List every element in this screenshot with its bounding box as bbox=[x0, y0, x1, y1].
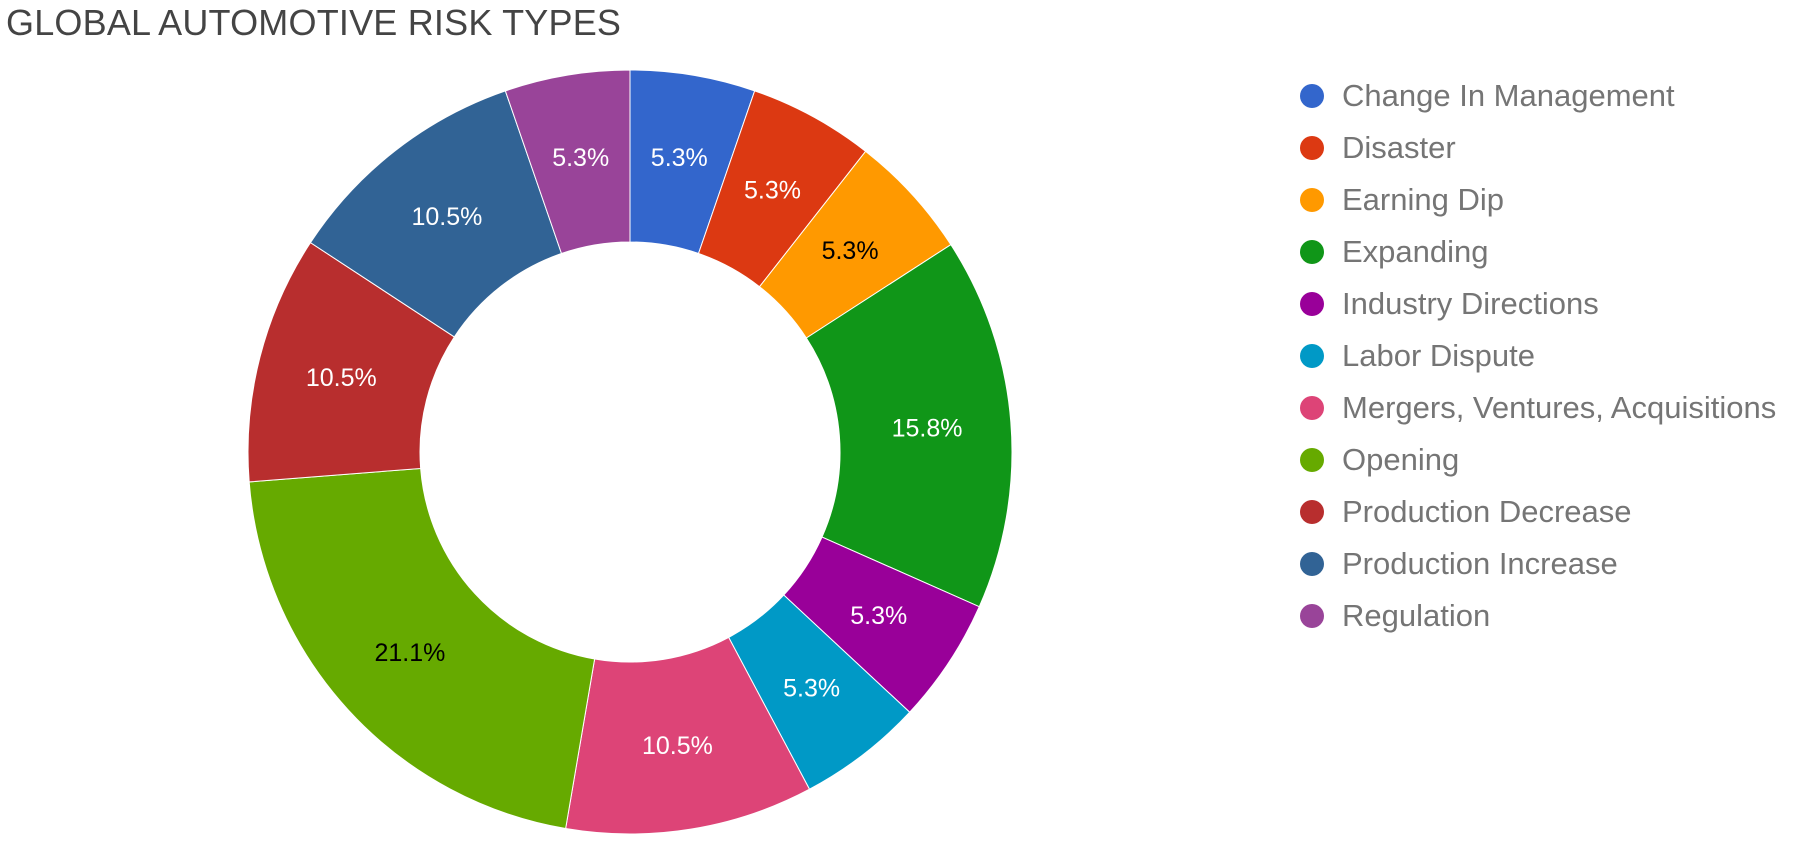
legend-item-5[interactable]: Labor Dispute bbox=[1300, 330, 1776, 382]
legend-item-9[interactable]: Production Increase bbox=[1300, 538, 1776, 590]
legend-item-4[interactable]: Industry Directions bbox=[1300, 278, 1776, 330]
legend-label: Production Decrease bbox=[1342, 494, 1632, 529]
slice-7[interactable] bbox=[248, 467, 596, 830]
legend-swatch bbox=[1300, 344, 1324, 368]
slice-label-6: 10.5% bbox=[642, 732, 713, 760]
legend-label: Labor Dispute bbox=[1342, 338, 1536, 373]
legend-label: Opening bbox=[1342, 442, 1460, 477]
legend-item-10[interactable]: Regulation bbox=[1300, 590, 1776, 642]
slice-label-0: 5.3% bbox=[651, 144, 708, 172]
legend-swatch bbox=[1300, 136, 1324, 160]
legend-item-3[interactable]: Expanding bbox=[1300, 226, 1776, 278]
legend-label: Expanding bbox=[1342, 234, 1489, 269]
slice-label-8: 10.5% bbox=[306, 364, 377, 392]
slice-label-2: 5.3% bbox=[822, 237, 879, 265]
legend-swatch bbox=[1300, 292, 1324, 316]
legend-label: Production Increase bbox=[1342, 546, 1618, 581]
legend-item-8[interactable]: Production Decrease bbox=[1300, 486, 1776, 538]
legend-item-1[interactable]: Disaster bbox=[1300, 122, 1776, 174]
slice-label-1: 5.3% bbox=[744, 176, 801, 204]
legend-swatch bbox=[1300, 84, 1324, 108]
legend-swatch bbox=[1300, 500, 1324, 524]
slice-label-5: 5.3% bbox=[783, 674, 840, 702]
legend-swatch bbox=[1300, 240, 1324, 264]
chart-title: GLOBAL AUTOMOTIVE RISK TYPES bbox=[6, 2, 622, 43]
legend-label: Mergers, Ventures, Acquisitions bbox=[1342, 390, 1777, 425]
slice-label-4: 5.3% bbox=[850, 602, 907, 630]
legend-label: Regulation bbox=[1342, 598, 1491, 633]
slice-label-10: 5.3% bbox=[552, 144, 609, 172]
legend-swatch bbox=[1300, 552, 1324, 576]
legend-item-7[interactable]: Opening bbox=[1300, 434, 1776, 486]
legend-label: Earning Dip bbox=[1342, 182, 1504, 217]
legend-label: Industry Directions bbox=[1342, 286, 1599, 321]
chart-legend: Change In Management Disaster Earning Dip E… bbox=[1300, 70, 1776, 642]
legend-label: Disaster bbox=[1342, 130, 1456, 165]
legend-item-0[interactable]: Change In Management bbox=[1300, 70, 1776, 122]
legend-label: Change In Management bbox=[1342, 78, 1675, 113]
slice-label-9: 10.5% bbox=[411, 203, 482, 231]
legend-item-6[interactable]: Mergers, Ventures, Acquisitions bbox=[1300, 382, 1776, 434]
slice-label-3: 15.8% bbox=[892, 415, 963, 443]
slice-label-7: 21.1% bbox=[374, 639, 445, 667]
legend-swatch bbox=[1300, 396, 1324, 420]
legend-swatch bbox=[1300, 604, 1324, 628]
legend-item-2[interactable]: Earning Dip bbox=[1300, 174, 1776, 226]
slice-3[interactable] bbox=[805, 243, 1013, 608]
legend-swatch bbox=[1300, 188, 1324, 212]
donut-chart: 5.3% 5.3% 5.3% 15.8% 5.3% 5.3% 10.5% 21.1% 10.5%… bbox=[247, 69, 1013, 835]
slice-10[interactable] bbox=[504, 69, 631, 255]
legend-swatch bbox=[1300, 448, 1324, 472]
